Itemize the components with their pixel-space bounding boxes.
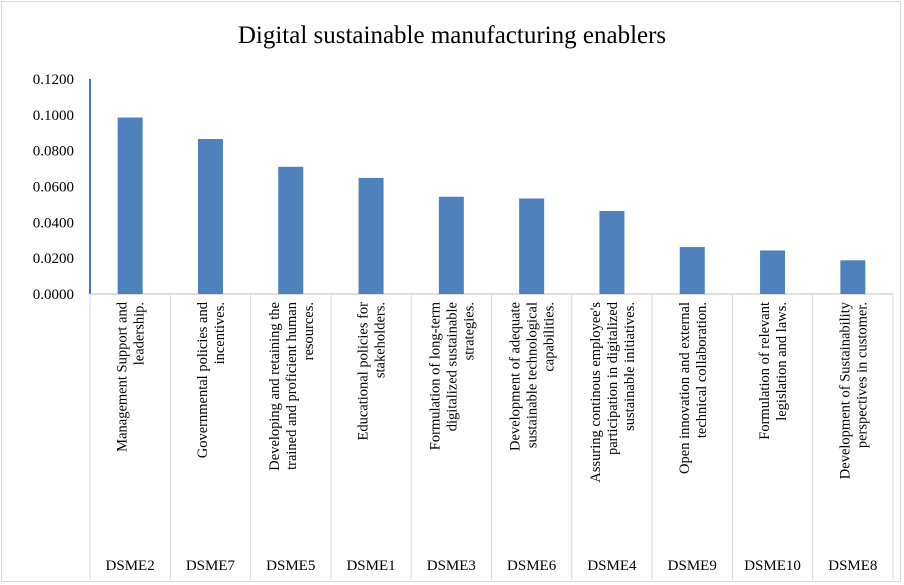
category-label-line: Development of adequate	[508, 302, 524, 451]
bar-dsme5	[278, 167, 303, 294]
y-tick-label: 0.0800	[33, 144, 74, 160]
category-label-line: resources.	[301, 302, 317, 360]
category-code: DSME8	[828, 558, 877, 574]
category-label: Management Support and leadership.	[115, 301, 148, 452]
category-code: DSME9	[668, 558, 717, 574]
category-label-line: technical collaboration.	[694, 302, 710, 438]
category-code: DSME5	[266, 558, 315, 574]
category-label-line: Developing and retaining the	[267, 302, 283, 471]
category-label-line: strategies.	[461, 302, 477, 360]
category-label: Assuring continous employee's participati…	[588, 301, 638, 482]
category-label-line: Formulation of long-term	[427, 301, 443, 450]
y-tick-label: 0.0000	[33, 287, 74, 303]
category-label-line: leadership.	[132, 302, 148, 365]
category-label-line: Educational policies for	[356, 302, 372, 441]
category-label-line: digitalized sustainable	[444, 302, 460, 431]
category-label-line: Formulation of relevant	[757, 302, 773, 440]
category-label-line: sustainable technological	[525, 302, 541, 448]
bar-dsme4	[599, 211, 624, 294]
category-code: DSME10	[744, 558, 801, 574]
category-label: Governmental policies and incentives.	[195, 301, 228, 458]
y-tick-label: 0.0600	[33, 180, 74, 196]
category-label: Development of Sustainability perspective…	[837, 301, 870, 479]
bar-dsme3	[439, 197, 464, 294]
category-label-line: sustainable initiatives.	[622, 302, 638, 431]
category-code: DSME7	[186, 558, 236, 574]
category-label-line: incentives.	[212, 302, 228, 364]
category-label-line: Governmental policies and	[195, 301, 211, 458]
category-label-line: legislation and laws.	[774, 302, 790, 421]
bar-dsme9	[680, 247, 705, 294]
y-tick-label: 0.1200	[33, 72, 74, 88]
category-code: DSME1	[346, 558, 395, 574]
category-code: DSME6	[507, 558, 557, 574]
bar-dsme8	[840, 260, 865, 294]
category-label: Educational policies for stakeholders.	[356, 302, 389, 441]
category-label: Developing and retaining the trained and …	[267, 301, 317, 470]
category-label-line: capabilities.	[542, 302, 558, 372]
y-tick-label: 0.1000	[33, 108, 74, 124]
category-label: Open innovation and external technical co…	[677, 302, 710, 474]
category-label-line: Assuring continous employee's	[588, 302, 604, 483]
category-label: Formulation of long-term digitalized sust…	[427, 301, 477, 450]
category-label-line: perspectives in customer.	[854, 302, 870, 448]
category-label-line: trained and proficient human	[284, 301, 300, 470]
category-code: DSME2	[106, 558, 155, 574]
category-label-line: stakeholders.	[373, 302, 389, 378]
bar-dsme6	[519, 199, 544, 294]
category-code: DSME3	[427, 558, 476, 574]
category-label-line: Development of Sustainability	[837, 301, 853, 479]
category-label-line: Open innovation and external	[677, 302, 693, 474]
category-code: DSME4	[587, 558, 637, 574]
bar-dsme2	[118, 118, 143, 294]
category-label-line: Management Support and	[115, 301, 131, 452]
category-label-line: participation in digitalized	[605, 301, 621, 455]
bar-dsme10	[760, 250, 785, 294]
y-tick-label: 0.0400	[33, 215, 74, 231]
bar-dsme1	[359, 178, 384, 294]
category-label: Formulation of relevant legislation and l…	[757, 302, 790, 440]
y-tick-label: 0.0200	[33, 251, 74, 267]
category-label: Development of adequate sustainable techn…	[508, 302, 558, 451]
bar-dsme7	[198, 139, 223, 294]
